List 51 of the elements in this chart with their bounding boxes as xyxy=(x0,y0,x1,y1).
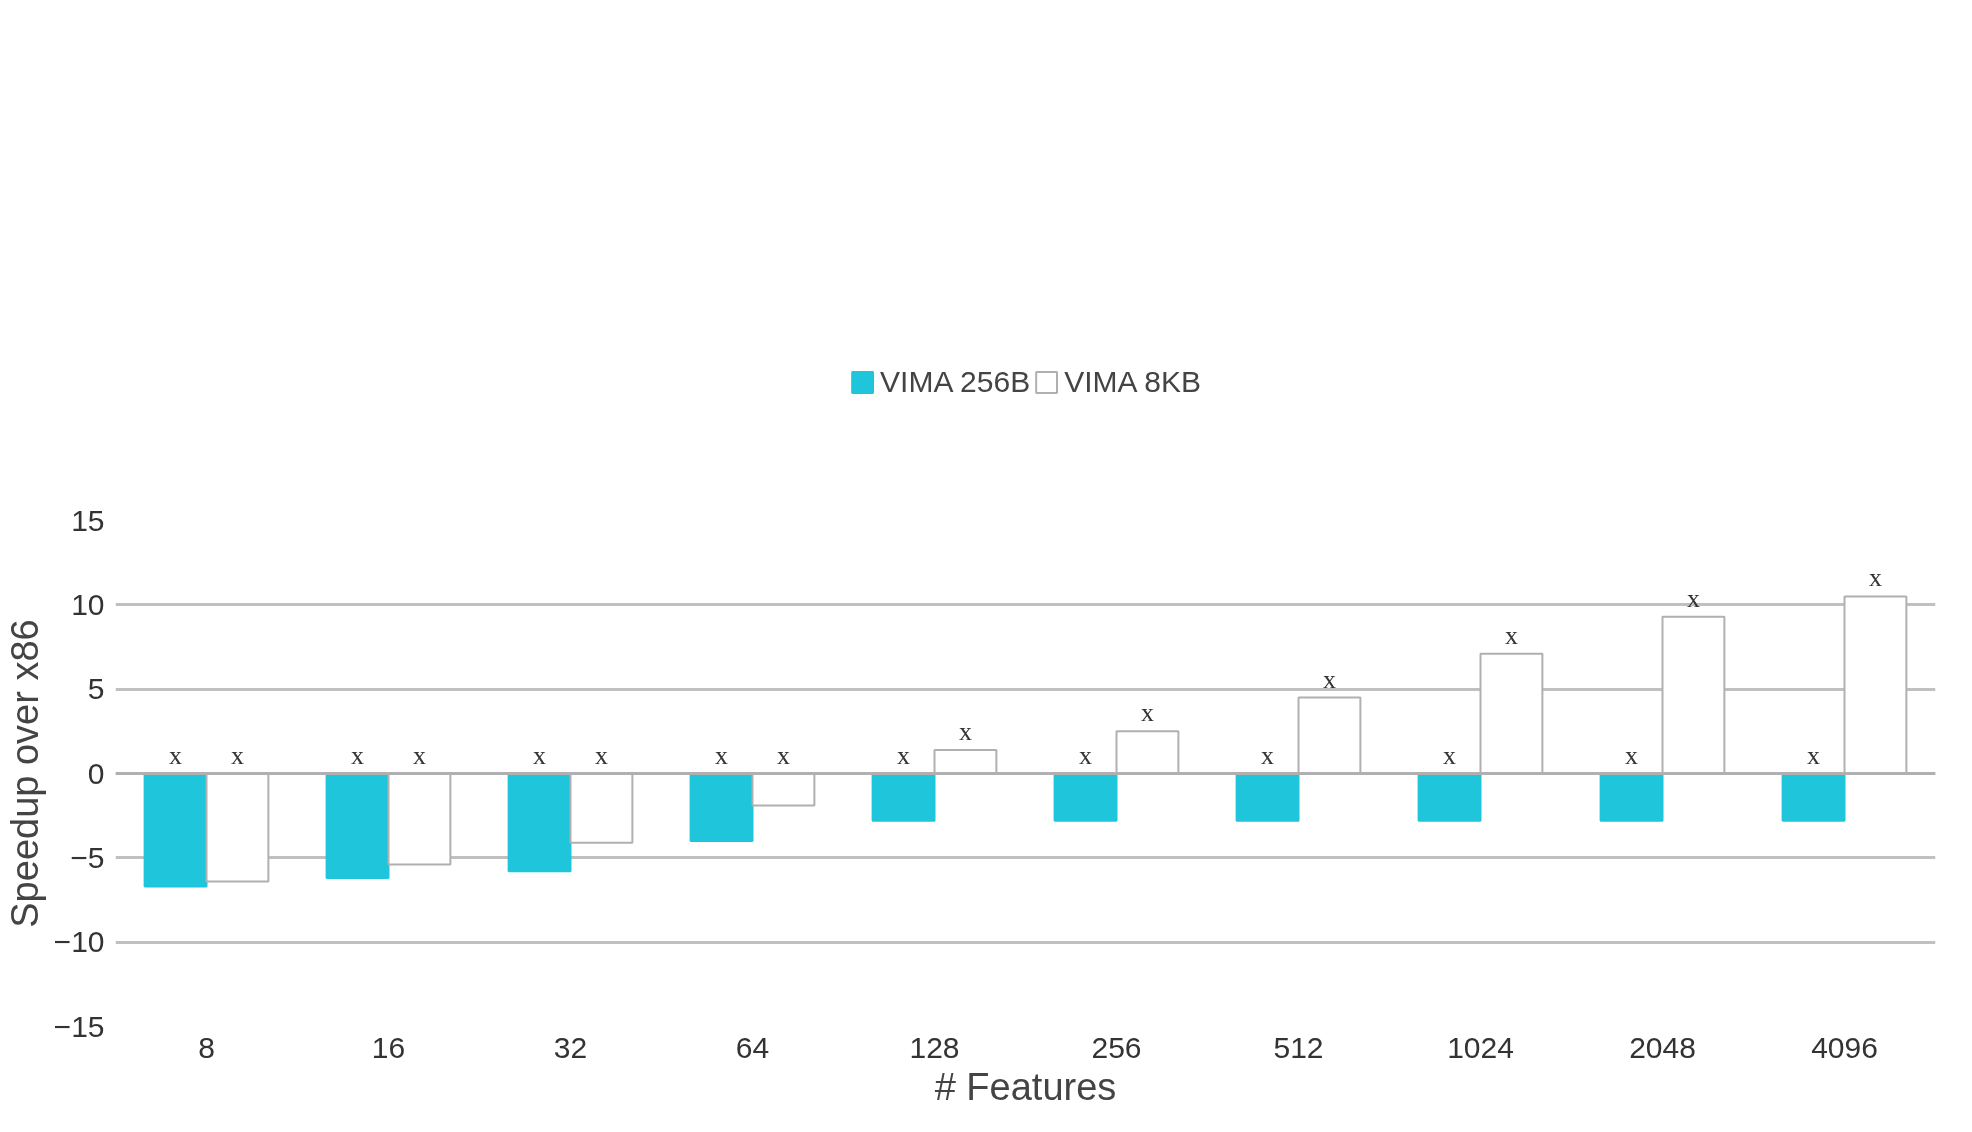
bar xyxy=(1235,772,1300,822)
bar xyxy=(1053,772,1118,822)
x-tick-label: 8 xyxy=(198,1030,215,1064)
y-tick-label: 15 xyxy=(71,503,105,537)
data-label: x xyxy=(1443,740,1457,770)
data-label: x xyxy=(230,740,244,770)
x-tick-label: 512 xyxy=(1273,1030,1324,1064)
data-label: x xyxy=(1079,740,1093,770)
x-tick-label: 32 xyxy=(553,1030,588,1064)
x-tick-label: 2048 xyxy=(1629,1030,1696,1064)
legend-label: VIMA 8KB xyxy=(1064,364,1201,399)
data-label: x xyxy=(1504,620,1518,650)
data-label: x xyxy=(958,716,972,746)
bar xyxy=(1599,772,1664,822)
bar xyxy=(507,772,572,873)
data-label: x xyxy=(533,740,547,770)
y-tick-label: −5 xyxy=(70,840,105,874)
x-tick-label: 128 xyxy=(909,1030,960,1064)
y-tick-label: −15 xyxy=(53,1009,105,1043)
bar xyxy=(143,772,208,888)
bar xyxy=(325,772,390,880)
x-tick-label: 1024 xyxy=(1447,1030,1514,1064)
data-label: x xyxy=(715,740,729,770)
x-tick-label: 4096 xyxy=(1811,1030,1878,1064)
y-axis-title: Speedup over x86 xyxy=(3,619,46,928)
data-label: x xyxy=(594,740,608,770)
data-label: x xyxy=(897,740,911,770)
x-tick-label: 16 xyxy=(371,1030,406,1064)
y-tick-label: −10 xyxy=(53,925,105,959)
bar xyxy=(871,772,936,822)
data-label: x xyxy=(1625,740,1639,770)
data-label: x xyxy=(1322,664,1336,694)
bar xyxy=(1417,772,1482,822)
bar xyxy=(689,772,754,842)
bar xyxy=(1781,772,1846,822)
data-label: x xyxy=(351,740,365,770)
data-label: x xyxy=(1686,583,1700,613)
y-tick-label: 0 xyxy=(87,756,105,790)
data-label: x xyxy=(412,740,426,770)
y-tick-label: 10 xyxy=(71,587,105,621)
x-tick-label: 256 xyxy=(1091,1030,1142,1064)
legend-label: VIMA 256B xyxy=(880,364,1031,399)
data-label: x xyxy=(776,740,790,770)
data-label: x xyxy=(1807,740,1821,770)
y-tick-label: 5 xyxy=(87,672,105,706)
x-tick-label: 64 xyxy=(735,1030,770,1064)
data-label: x xyxy=(169,740,183,770)
x-axis-title: # Features xyxy=(934,1065,1117,1108)
data-label: x xyxy=(1261,740,1275,770)
data-label: x xyxy=(1140,698,1154,728)
data-label: x xyxy=(1868,563,1882,593)
